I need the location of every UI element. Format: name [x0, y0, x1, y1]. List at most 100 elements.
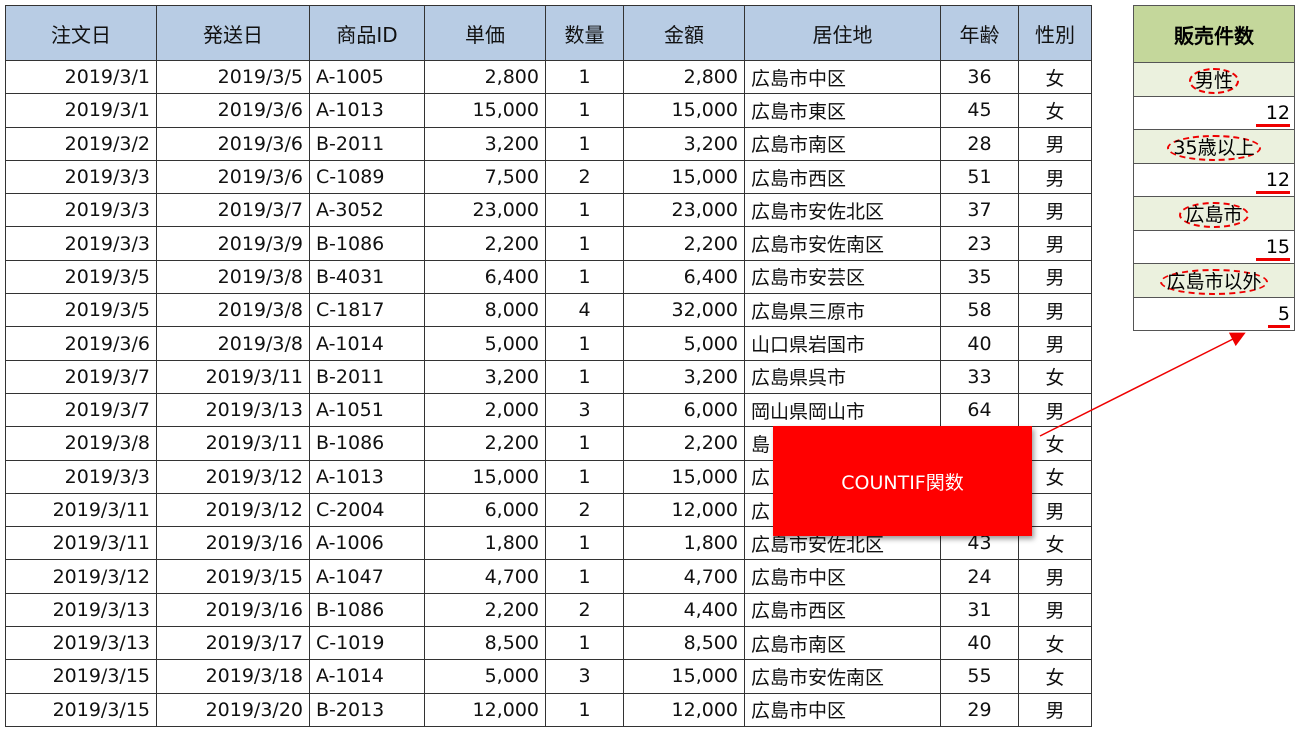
- table-cell: 31: [940, 592, 1019, 628]
- table-cell: 広島市安佐南区: [744, 659, 941, 694]
- table-cell: 広島市西区: [744, 592, 941, 628]
- table-row: 2019/3/15 2019/3/20 B-2013 12,000 1 12,000 広島市…: [5, 692, 1092, 727]
- table-cell: 1: [545, 259, 624, 295]
- table-cell: 男: [1018, 392, 1092, 428]
- table-cell: A-1014: [309, 659, 425, 694]
- table-cell: 2019/3/12: [5, 559, 157, 594]
- header-row: 注文日 発送日 商品ID 単価 数量 金額 居住地 年齢 性別: [5, 5, 1092, 61]
- table-cell: 23,000: [623, 193, 745, 228]
- table-cell: 2019/3/13: [5, 592, 157, 628]
- summary-label: 男性: [1188, 67, 1239, 94]
- summary-value: 15: [1255, 235, 1290, 261]
- table-cell: 広島市中区: [744, 692, 941, 727]
- table-cell: 2019/3/17: [156, 626, 310, 661]
- table-cell: 広島市西区: [744, 159, 941, 195]
- table-cell: 2: [545, 492, 624, 528]
- table-cell: 51: [940, 159, 1019, 195]
- table-cell: 2019/3/3: [5, 159, 157, 195]
- table-cell: 広島市東区: [744, 93, 941, 128]
- summary-value-row: 12: [1133, 95, 1295, 130]
- table-cell: 32,000: [623, 293, 745, 328]
- table-cell: 女: [1018, 626, 1092, 661]
- table-cell: 広島市南区: [744, 126, 941, 161]
- table-cell: B-2013: [309, 692, 425, 727]
- table-cell: 3: [545, 392, 624, 428]
- table-cell: 女: [1018, 93, 1092, 128]
- column-header: 性別: [1018, 5, 1092, 61]
- table-cell: 2019/3/6: [156, 126, 310, 161]
- table-cell: 2019/3/5: [156, 59, 310, 95]
- table-cell: 2,200: [424, 226, 546, 261]
- table-row: 2019/3/7 2019/3/11 B-2011 3,200 1 3,200 広島県呉市 3…: [5, 359, 1092, 394]
- summary-value: 12: [1255, 101, 1290, 127]
- table-cell: 岡山県岡山市: [744, 392, 941, 428]
- table-cell: 広島県三原市: [744, 293, 941, 328]
- table-cell: 男: [1018, 159, 1092, 195]
- table-cell: 15,000: [623, 659, 745, 694]
- table-cell: 5,000: [623, 326, 745, 361]
- table-cell: 男: [1018, 592, 1092, 628]
- table-cell: 2: [545, 592, 624, 628]
- table-cell: 15,000: [623, 159, 745, 195]
- table-cell: 2,200: [424, 592, 546, 628]
- table-cell: 男: [1018, 193, 1092, 228]
- table-cell: 35: [940, 259, 1019, 295]
- table-row: 2019/3/11 2019/3/16 A-1006 1,800 1 1,800 広島市安佐…: [5, 526, 1092, 561]
- table-row: 2019/3/1 2019/3/6 A-1013 15,000 1 15,000 広島市東区…: [5, 93, 1092, 128]
- column-header: 居住地: [744, 5, 941, 61]
- sales-table: 注文日 発送日 商品ID 単価 数量 金額 居住地 年齢 性別 2019/3/1 2019/3/5…: [5, 5, 1092, 727]
- table-cell: 2019/3/13: [5, 626, 157, 661]
- table-cell: 3: [545, 659, 624, 694]
- table-cell: A-1005: [309, 59, 425, 95]
- table-cell: 12,000: [623, 492, 745, 528]
- table-cell: 2019/3/16: [156, 592, 310, 628]
- table-cell: 2019/3/8: [156, 326, 310, 361]
- table-row: 2019/3/15 2019/3/18 A-1014 5,000 3 15,000 広島市安…: [5, 659, 1092, 694]
- table-cell: 1,800: [623, 526, 745, 561]
- table-cell: 6,000: [623, 392, 745, 428]
- table-cell: 2019/3/5: [5, 293, 157, 328]
- table-cell: 29: [940, 692, 1019, 727]
- table-cell: 6,400: [623, 259, 745, 295]
- table-cell: 2019/3/11: [5, 492, 157, 528]
- summary-label-row: 男性: [1133, 62, 1295, 97]
- table-cell: B-1086: [309, 592, 425, 628]
- table-cell: 2019/3/1: [5, 93, 157, 128]
- table-cell: 12,000: [424, 692, 546, 727]
- table-cell: 23,000: [424, 193, 546, 228]
- summary-label-row: 広島市以外: [1133, 263, 1295, 298]
- table-cell: 4,700: [623, 559, 745, 594]
- table-cell: 2019/3/8: [156, 259, 310, 295]
- table-row: 2019/3/2 2019/3/6 B-2011 3,200 1 3,200 広島市南区 28…: [5, 126, 1092, 161]
- table-cell: 15,000: [424, 459, 546, 494]
- table-cell: C-2004: [309, 492, 425, 528]
- table-cell: 2019/3/8: [5, 426, 157, 461]
- column-header: 金額: [623, 5, 745, 61]
- table-cell: 広島市中区: [744, 559, 941, 594]
- countif-callout: COUNTIF関数: [773, 426, 1032, 536]
- table-cell: 1: [545, 126, 624, 161]
- table-cell: 広島市南区: [744, 626, 941, 661]
- table-cell: 山口県岩国市: [744, 326, 941, 361]
- table-cell: 1: [545, 426, 624, 461]
- table-row: 2019/3/3 2019/3/6 C-1089 7,500 2 15,000 広島市西区 5…: [5, 159, 1092, 195]
- table-cell: 2019/3/13: [156, 392, 310, 428]
- table-cell: C-1817: [309, 293, 425, 328]
- column-header: 発送日: [156, 5, 310, 61]
- table-cell: 24: [940, 559, 1019, 594]
- table-cell: 広島市安芸区: [744, 259, 941, 295]
- table-cell: 8,500: [424, 626, 546, 661]
- table-cell: 2019/3/7: [156, 193, 310, 228]
- table-cell: 2019/3/11: [156, 426, 310, 461]
- table-cell: 2019/3/7: [5, 359, 157, 394]
- table-cell: 男: [1018, 559, 1092, 594]
- table-cell: 28: [940, 126, 1019, 161]
- summary-value: 12: [1255, 168, 1290, 194]
- table-cell: 36: [940, 59, 1019, 95]
- summary-value-row: 5: [1133, 296, 1295, 331]
- table-cell: 女: [1018, 659, 1092, 694]
- table-cell: 55: [940, 659, 1019, 694]
- table-cell: 2019/3/6: [156, 93, 310, 128]
- summary-label: 広島市: [1179, 201, 1249, 228]
- table-cell: 広島県呉市: [744, 359, 941, 394]
